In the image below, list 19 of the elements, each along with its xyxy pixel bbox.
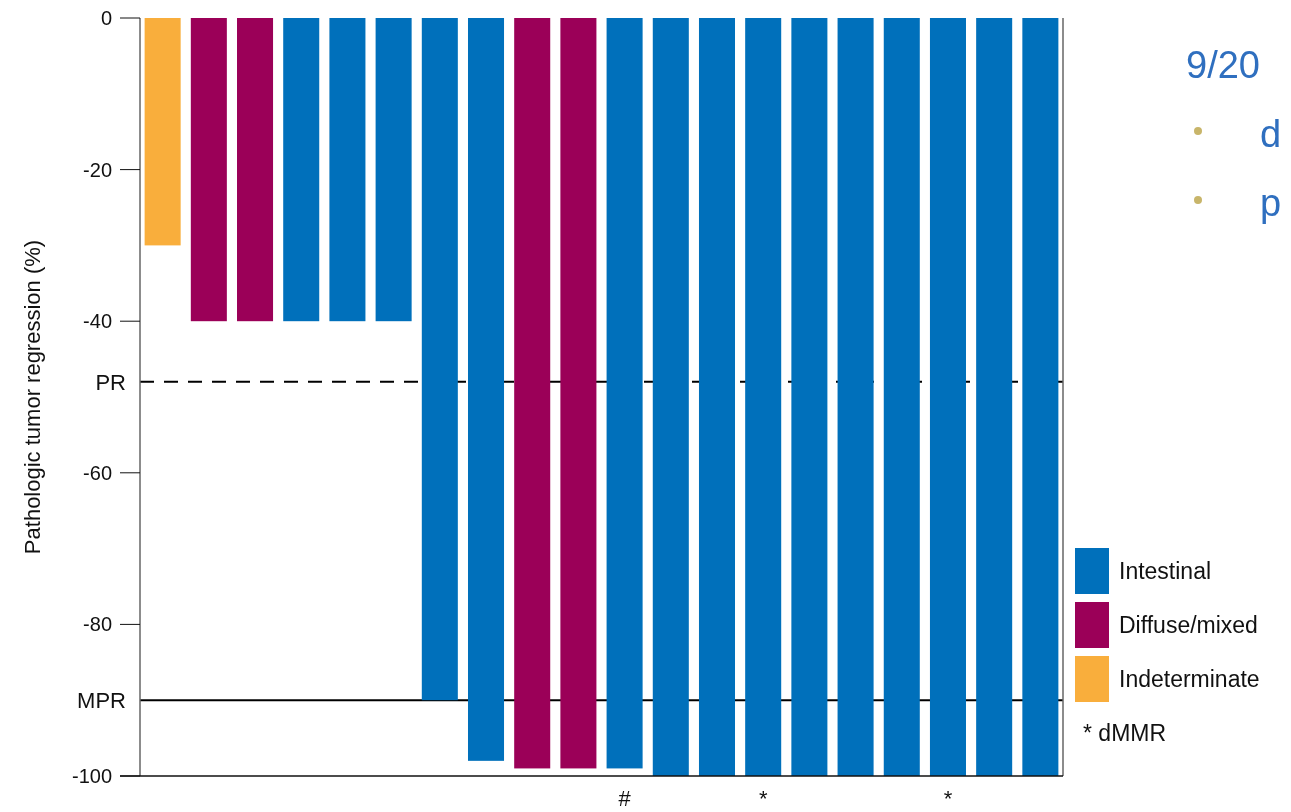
x-tick-label: # — [618, 786, 632, 811]
y-tick-label: 0 — [100, 7, 112, 29]
ref-line-label: PR — [95, 369, 126, 395]
x-tick-label: * — [943, 786, 953, 811]
legend-label: Intestinal — [1119, 558, 1212, 585]
y-tick-label: -20 — [83, 158, 112, 181]
y-tick-label: -40 — [83, 310, 112, 333]
legend-label: Diffuse/mixed — [1119, 612, 1258, 639]
text: * dMMR — [1083, 720, 1167, 747]
ref-line-label: MPR — [77, 687, 126, 713]
y-tick-label: -60 — [83, 461, 112, 484]
text: p — [1260, 182, 1282, 224]
y-tick-label: -100 — [71, 765, 112, 787]
y-tick-label: -80 — [83, 613, 112, 636]
legend-label: Indeterminate — [1119, 666, 1260, 693]
x-tick-label: * — [758, 786, 768, 811]
text: d — [1260, 113, 1282, 155]
y-axis-title: Pathologic tumor regression (%) — [20, 239, 45, 555]
text: 9/20 — [1186, 44, 1260, 86]
